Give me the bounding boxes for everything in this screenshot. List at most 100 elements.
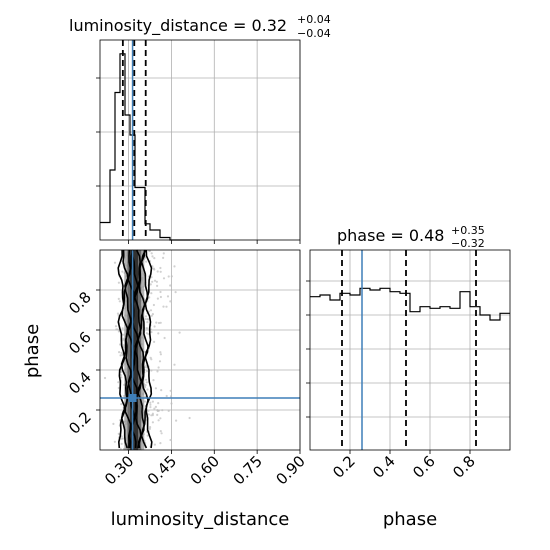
sample-point [149,401,152,404]
contour-line-5 [134,249,143,449]
sample-point [118,351,121,354]
sample-point [117,432,120,435]
sample-point [150,314,153,317]
ph-xtick-label-2: 0.6 [409,452,439,482]
sample-point [144,317,147,321]
joint-ytick-label-2: 0.6 [65,328,95,358]
sample-point [157,321,161,325]
title-ld: luminosity_distance = 0.32 [69,16,287,36]
sample-point [156,297,159,300]
contour-line-8 [144,249,153,449]
joint-xtick-label-4: 0.90 [272,452,308,488]
joint-frame [99,249,301,451]
sample-point [169,300,172,303]
sample-point [145,327,148,330]
sample-point [146,370,149,373]
sample-point [144,384,147,387]
sample-point [156,409,159,412]
sample-point [160,432,163,435]
sample-point [159,266,162,270]
sample-point [151,400,154,403]
sample-point [117,386,120,390]
title-ld-param: luminosity_distance [69,16,228,36]
sample-point [151,421,154,424]
sample-point [121,327,124,330]
sample-point [146,388,149,391]
sample-point [150,331,153,334]
sample-point [159,321,162,324]
sample-point [153,443,156,446]
sample-point [145,260,148,263]
sample-point [146,318,149,321]
joint-xtick-label-3: 0.75 [230,452,266,488]
sample-point [150,252,153,255]
sample-point [150,369,153,372]
sample-point [162,256,165,259]
title-phase-plus: +0.35 [451,224,485,237]
joint-ytick-label-0: 0.2 [65,408,95,438]
ylabel-phase: phase [22,324,43,378]
ph-frame [309,249,511,451]
sample-point [148,296,151,299]
sample-point [120,435,123,438]
sample-point [167,275,170,278]
sample-point [119,370,123,373]
sample-point [165,394,168,398]
sample-point [157,366,160,369]
sample-point [169,438,172,442]
sample-point [159,295,162,299]
sample-point [120,376,123,379]
sample-point [149,406,152,409]
sample-point [144,315,148,318]
sample-point [153,407,156,410]
sample-point [120,437,123,440]
sample-point [122,344,125,347]
reference-lines [100,40,477,450]
sample-point [162,305,165,308]
contour-line-6 [137,249,146,449]
sample-point [152,379,155,382]
sample-point [146,434,149,437]
sample-point [162,252,165,255]
sample-point [173,363,176,366]
title-phase: phase = 0.48 [337,226,444,245]
sample-point [161,409,164,412]
sample-point [163,336,166,340]
sample-point [112,422,115,425]
contour-layer [117,249,153,450]
sample-point [119,354,122,357]
sample-point [146,321,149,324]
sample-point [165,305,168,308]
sample-point [159,270,162,273]
title-ld-value: 0.32 [251,16,287,35]
sample-point [157,402,160,405]
grid-layer [100,40,510,450]
sample-point [156,370,159,373]
title-phase-eq: = [385,226,409,245]
sample-point [120,442,123,445]
title-phase-param: phase [337,226,385,245]
joint-ytick-label-1: 0.4 [65,368,95,398]
sample-point [118,300,121,303]
sample-point [152,267,155,270]
title-phase-minus: −0.32 [451,237,485,250]
sample-point [155,280,158,283]
sample-point [120,403,123,406]
sample-point [154,405,157,408]
sample-point [170,275,173,278]
sample-point [162,277,166,280]
sample-point [148,249,151,253]
sample-point [159,353,162,356]
sample-point [173,265,176,268]
sample-point [159,351,162,354]
sample-point [149,426,152,429]
sample-point [156,284,159,287]
sample-point [148,427,151,430]
sample-point [155,321,158,324]
sample-point [159,442,162,445]
sample-point [147,413,150,416]
sample-point [150,292,153,295]
sample-point [157,419,160,422]
sample-point [169,395,173,398]
